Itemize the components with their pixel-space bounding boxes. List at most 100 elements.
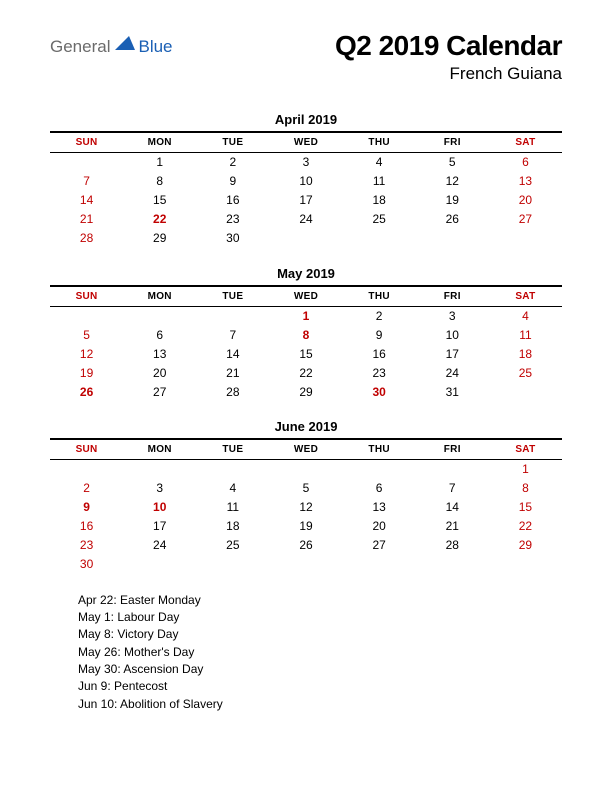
calendar-row: 14151617181920 [50,191,562,210]
calendar-cell: 9 [343,325,416,344]
calendar-cell: 17 [416,344,489,363]
calendar-cell: 28 [416,536,489,555]
day-header: THU [343,286,416,307]
calendar-row: 123456 [50,153,562,172]
calendar-cell [269,229,342,248]
calendar-cell: 29 [123,229,196,248]
calendar-cell: 24 [269,210,342,229]
calendar-cell: 25 [343,210,416,229]
calendar-cell: 1 [269,306,342,325]
calendar-cell: 27 [123,382,196,401]
calendar-cell: 19 [269,517,342,536]
calendar-cell [123,306,196,325]
calendar-cell: 8 [269,325,342,344]
calendar-cell: 26 [50,382,123,401]
calendar-table: SUNMONTUEWEDTHUFRISAT1234567891011121314… [50,131,562,248]
calendar-cell [489,555,562,574]
calendar-cell: 12 [416,172,489,191]
day-header: TUE [196,132,269,153]
calendar-cell: 26 [416,210,489,229]
calendar-cell [489,382,562,401]
day-header: MON [123,286,196,307]
day-header: SUN [50,439,123,460]
month-title: April 2019 [50,112,562,127]
calendar-cell: 4 [489,306,562,325]
calendar-cell: 29 [269,382,342,401]
calendar-cell: 22 [489,517,562,536]
calendar-cell: 30 [196,229,269,248]
calendar-cell: 30 [50,555,123,574]
calendar-cell: 19 [50,363,123,382]
calendar-cell: 5 [269,479,342,498]
day-header: WED [269,439,342,460]
calendar-cell [50,306,123,325]
calendar-cell: 23 [343,363,416,382]
calendar-row: 282930 [50,229,562,248]
page-title: Q2 2019 Calendar [335,30,562,62]
calendar-cell: 14 [416,498,489,517]
calendar-container: April 2019SUNMONTUEWEDTHUFRISAT123456789… [50,112,562,574]
calendar-cell: 22 [123,210,196,229]
calendar-cell [123,460,196,479]
calendar-cell: 1 [123,153,196,172]
day-header: SAT [489,132,562,153]
calendar-cell: 3 [269,153,342,172]
calendar-cell: 7 [416,479,489,498]
calendar-cell: 16 [343,344,416,363]
calendar-row: 23242526272829 [50,536,562,555]
calendar-cell: 14 [50,191,123,210]
day-header: FRI [416,132,489,153]
calendar-cell: 16 [50,517,123,536]
day-header: FRI [416,439,489,460]
day-header: SAT [489,286,562,307]
calendar-cell: 12 [50,344,123,363]
calendar-cell: 18 [196,517,269,536]
day-header: MON [123,132,196,153]
calendar-cell: 16 [196,191,269,210]
calendar-cell: 9 [50,498,123,517]
holiday-item: Jun 10: Abolition of Slavery [78,696,562,713]
month-title: June 2019 [50,419,562,434]
page-subtitle: French Guiana [335,64,562,84]
calendar-cell: 22 [269,363,342,382]
calendar-row: 12131415161718 [50,344,562,363]
month-block: June 2019SUNMONTUEWEDTHUFRISAT1234567891… [50,419,562,574]
calendar-cell: 30 [343,382,416,401]
calendar-cell [123,555,196,574]
logo-text-general: General [50,37,110,57]
holiday-list: Apr 22: Easter MondayMay 1: Labour DayMa… [78,592,562,714]
calendar-cell: 20 [123,363,196,382]
logo: General Blue [50,36,173,57]
calendar-row: 16171819202122 [50,517,562,536]
calendar-cell: 24 [123,536,196,555]
calendar-cell: 7 [196,325,269,344]
calendar-cell: 26 [269,536,342,555]
calendar-row: 9101112131415 [50,498,562,517]
calendar-cell [343,555,416,574]
holiday-item: May 1: Labour Day [78,609,562,626]
calendar-cell: 9 [196,172,269,191]
calendar-cell: 14 [196,344,269,363]
day-header: MON [123,439,196,460]
calendar-cell: 21 [50,210,123,229]
calendar-row: 78910111213 [50,172,562,191]
holiday-item: Jun 9: Pentecost [78,678,562,695]
calendar-cell: 7 [50,172,123,191]
calendar-cell: 13 [343,498,416,517]
calendar-cell: 17 [269,191,342,210]
calendar-cell: 2 [343,306,416,325]
calendar-row: 567891011 [50,325,562,344]
month-block: May 2019SUNMONTUEWEDTHUFRISAT12345678910… [50,266,562,402]
calendar-cell: 5 [416,153,489,172]
calendar-cell: 8 [489,479,562,498]
calendar-cell: 18 [343,191,416,210]
header: General Blue Q2 2019 Calendar French Gui… [50,30,562,84]
calendar-row: 2345678 [50,479,562,498]
calendar-cell: 11 [196,498,269,517]
calendar-cell: 20 [343,517,416,536]
calendar-cell: 28 [196,382,269,401]
title-block: Q2 2019 Calendar French Guiana [335,30,562,84]
calendar-row: 262728293031 [50,382,562,401]
calendar-row: 21222324252627 [50,210,562,229]
calendar-table: SUNMONTUEWEDTHUFRISAT1234567891011121314… [50,438,562,574]
